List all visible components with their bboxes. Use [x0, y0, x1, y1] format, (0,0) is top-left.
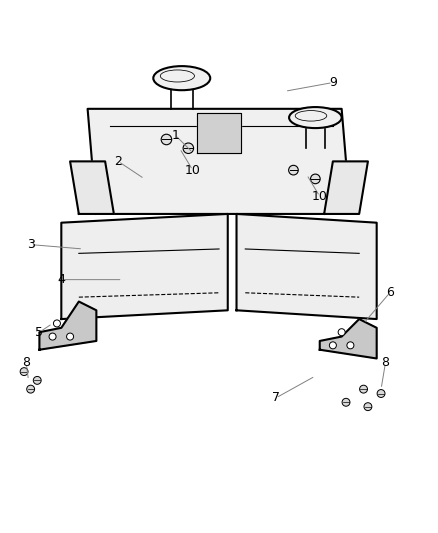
- Text: 6: 6: [386, 286, 394, 300]
- Circle shape: [377, 390, 385, 398]
- Circle shape: [342, 398, 350, 406]
- Polygon shape: [70, 161, 114, 214]
- Circle shape: [161, 134, 172, 145]
- Text: 10: 10: [312, 190, 328, 203]
- Text: 8: 8: [381, 357, 389, 369]
- Circle shape: [347, 342, 354, 349]
- Circle shape: [289, 165, 298, 175]
- Ellipse shape: [153, 66, 210, 90]
- Circle shape: [49, 333, 56, 340]
- Circle shape: [360, 385, 367, 393]
- Circle shape: [33, 376, 41, 384]
- Circle shape: [20, 368, 28, 376]
- Circle shape: [67, 333, 74, 340]
- Text: 7: 7: [272, 391, 280, 405]
- Text: 8: 8: [22, 357, 30, 369]
- Text: 3: 3: [27, 238, 35, 251]
- Text: 5: 5: [35, 326, 43, 338]
- Text: 2: 2: [114, 155, 122, 168]
- Polygon shape: [39, 302, 96, 350]
- Polygon shape: [320, 319, 377, 359]
- Polygon shape: [197, 113, 241, 152]
- Ellipse shape: [289, 107, 342, 128]
- Circle shape: [364, 403, 372, 410]
- Circle shape: [183, 143, 194, 154]
- Polygon shape: [88, 109, 350, 214]
- Text: 10: 10: [185, 164, 201, 176]
- Text: 4: 4: [57, 273, 65, 286]
- Circle shape: [27, 385, 35, 393]
- Polygon shape: [61, 214, 228, 319]
- Polygon shape: [237, 214, 377, 319]
- Circle shape: [311, 174, 320, 184]
- Circle shape: [338, 329, 345, 336]
- Polygon shape: [324, 161, 368, 214]
- Text: 9: 9: [329, 76, 337, 89]
- Text: 1: 1: [171, 128, 179, 142]
- Circle shape: [53, 320, 60, 327]
- Circle shape: [329, 342, 336, 349]
